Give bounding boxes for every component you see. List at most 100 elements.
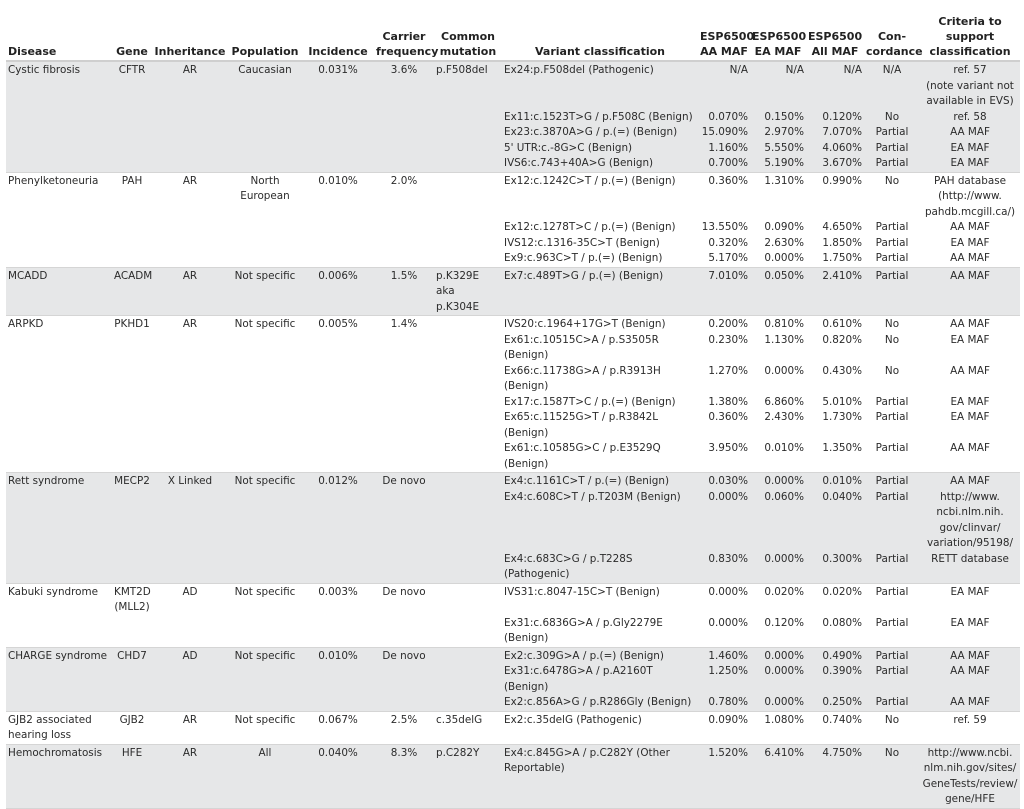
- table-row: Ex61:c.10515C>A / p.S3505R (Benign) 0.230…: [6, 332, 1020, 364]
- incidence-cell: [302, 156, 374, 172]
- ea-maf-cell: 5.550%: [750, 140, 806, 156]
- criteria-cell: AA MAF: [920, 125, 1020, 141]
- carrier-frequency-cell: [374, 551, 434, 583]
- inheritance-cell: [152, 615, 228, 647]
- carrier-frequency-cell: [374, 441, 434, 473]
- carrier-frequency-cell: [374, 664, 434, 695]
- gene-cell: [112, 363, 152, 395]
- population-cell: [228, 615, 302, 647]
- population-cell: Not specific: [228, 267, 302, 316]
- all-maf-cell: 4.750%: [806, 744, 864, 808]
- all-maf-cell: 0.430%: [806, 363, 864, 395]
- all-maf-cell: 3.670%: [806, 156, 864, 172]
- header-criteria: Criteria to support classification: [920, 14, 1020, 62]
- concordance-cell: No: [864, 172, 920, 220]
- variant-classification-cell: Ex31:c.6836G>A / p.Gly2279E (Benign): [502, 615, 698, 647]
- table-row: Cystic fibrosis CFTR AR Caucasian 0.031% 3.6%…: [6, 61, 1020, 110]
- incidence-cell: 0.006%: [302, 267, 374, 316]
- inheritance-cell: [152, 441, 228, 473]
- gene-cell: [112, 695, 152, 711]
- population-cell: Not specific: [228, 583, 302, 616]
- ea-maf-cell: 6.410%: [750, 744, 806, 808]
- criteria-cell: http://www. ncbi.nlm.nih. gov/clinvar/ v…: [920, 489, 1020, 552]
- variant-classification-table: Disease Gene Inheritance Population Incidenc…: [6, 14, 1020, 809]
- criteria-cell: PAH database (http://www. pahdb.mcgill.c…: [920, 172, 1020, 220]
- incidence-cell: [302, 489, 374, 552]
- incidence-cell: 0.012%: [302, 472, 374, 490]
- inheritance-cell: AR: [152, 711, 228, 744]
- carrier-frequency-cell: [374, 220, 434, 236]
- common-mutation-cell: [434, 472, 502, 490]
- inheritance-cell: [152, 551, 228, 583]
- carrier-frequency-cell: [374, 109, 434, 125]
- table-row: IVS6:c.743+40A>G (Benign) 0.700% 5.190% 3.6…: [6, 156, 1020, 172]
- inheritance-cell: [152, 251, 228, 267]
- population-cell: [228, 140, 302, 156]
- incidence-cell: [302, 235, 374, 251]
- ea-maf-cell: N/A: [750, 61, 806, 110]
- gene-cell: [112, 664, 152, 695]
- table-row: ARPKD PKHD1 AR Not specific 0.005% 1.4% IVS20:…: [6, 315, 1020, 333]
- incidence-cell: 0.067%: [302, 711, 374, 744]
- disease-group: Phenylketoneuria PAH AR North European 0.010…: [6, 172, 1020, 267]
- disease-group: CHARGE syndrome CHD7 AD Not specific 0.010% D…: [6, 647, 1020, 711]
- criteria-cell: ref. 59: [920, 711, 1020, 744]
- aa-maf-cell: 1.250%: [698, 664, 750, 695]
- ea-maf-cell: 0.000%: [750, 695, 806, 711]
- criteria-cell: AA MAF: [920, 220, 1020, 236]
- criteria-cell: EA MAF: [920, 235, 1020, 251]
- variant-classification-cell: IVS20:c.1964+17G>T (Benign): [502, 315, 698, 333]
- ea-maf-cell: 1.080%: [750, 711, 806, 744]
- common-mutation-cell: [434, 410, 502, 441]
- population-cell: Caucasian: [228, 61, 302, 110]
- variant-classification-cell: 5' UTR:c.-8G>C (Benign): [502, 140, 698, 156]
- carrier-frequency-cell: De novo: [374, 472, 434, 490]
- disease-cell: MCADD: [6, 267, 112, 316]
- carrier-frequency-cell: [374, 156, 434, 172]
- inheritance-cell: [152, 363, 228, 395]
- criteria-cell: ref. 57 (note variant not available in E…: [920, 61, 1020, 110]
- incidence-cell: [302, 332, 374, 364]
- criteria-cell: AA MAF: [920, 251, 1020, 267]
- concordance-cell: Partial: [864, 220, 920, 236]
- aa-maf-cell: 3.950%: [698, 441, 750, 473]
- common-mutation-cell: [434, 220, 502, 236]
- disease-cell: [6, 125, 112, 141]
- carrier-frequency-cell: [374, 615, 434, 647]
- population-cell: [228, 220, 302, 236]
- table-row: 5' UTR:c.-8G>C (Benign) 1.160% 5.550% 4.060…: [6, 140, 1020, 156]
- concordance-cell: Partial: [864, 583, 920, 616]
- carrier-frequency-cell: [374, 695, 434, 711]
- gene-cell: PKHD1: [112, 315, 152, 333]
- variant-classification-cell: IVS12:c.1316-35C>T (Benign): [502, 235, 698, 251]
- common-mutation-cell: [434, 125, 502, 141]
- carrier-frequency-cell: [374, 332, 434, 364]
- all-maf-cell: 0.820%: [806, 332, 864, 364]
- ea-maf-cell: 2.430%: [750, 410, 806, 441]
- population-cell: All: [228, 744, 302, 808]
- header-variant-classification: Variant classification: [502, 14, 698, 62]
- table-row: Ex11:c.1523T>G / p.F508C (Benign) 0.070% 0…: [6, 109, 1020, 125]
- criteria-cell: http://www.ncbi. nlm.nih.gov/sites/ Gene…: [920, 744, 1020, 808]
- common-mutation-cell: [434, 109, 502, 125]
- concordance-cell: No: [864, 109, 920, 125]
- disease-cell: [6, 489, 112, 552]
- criteria-cell: EA MAF: [920, 410, 1020, 441]
- inheritance-cell: [152, 156, 228, 172]
- criteria-cell: AA MAF: [920, 441, 1020, 473]
- ea-maf-cell: 0.000%: [750, 664, 806, 695]
- common-mutation-cell: p.C282Y: [434, 744, 502, 808]
- gene-cell: ACADM: [112, 267, 152, 316]
- incidence-cell: [302, 109, 374, 125]
- aa-maf-cell: 0.090%: [698, 711, 750, 744]
- incidence-cell: [302, 551, 374, 583]
- concordance-cell: No: [864, 711, 920, 744]
- table-header: Disease Gene Inheritance Population Incidenc…: [6, 14, 1020, 62]
- variant-classification-cell: Ex24:p.F508del (Pathogenic): [502, 61, 698, 110]
- table-row: Ex31:c.6478G>A / p.A2160T (Benign) 1.250%…: [6, 664, 1020, 695]
- gene-cell: [112, 551, 152, 583]
- gene-cell: GJB2: [112, 711, 152, 744]
- population-cell: [228, 394, 302, 410]
- aa-maf-cell: 1.160%: [698, 140, 750, 156]
- population-cell: [228, 125, 302, 141]
